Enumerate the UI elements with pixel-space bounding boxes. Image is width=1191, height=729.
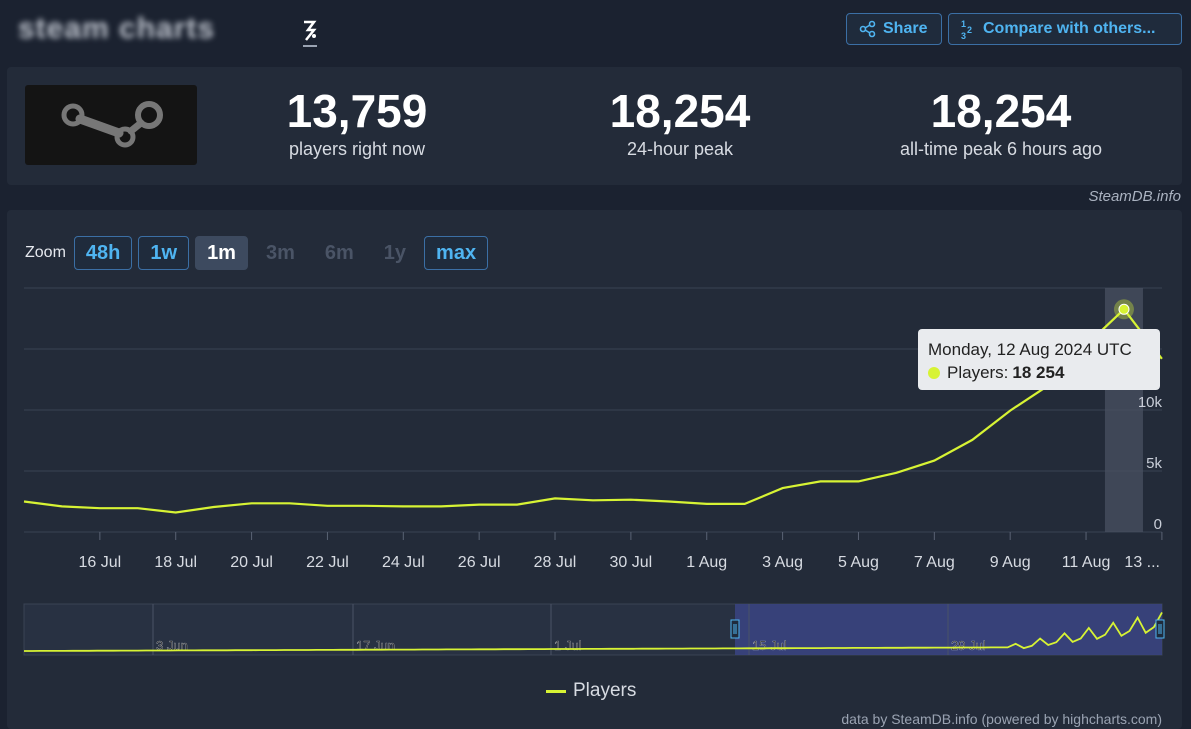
all-time-peak-label: all-time peak 6 hours ago [899,139,1103,159]
tooltip-series-label: Players: [947,363,1009,382]
all-time-peak-value: 18,254 [930,85,1072,137]
zoom-button-48h[interactable]: 48h [73,236,133,270]
tooltip-series-dot [928,367,940,379]
tooltip-value: 18 254 [1012,363,1065,382]
brand-mark-icon [303,20,317,47]
chart-panel: Zoom 48h 1w 1m 3m 6m 1y max [7,210,1182,729]
tooltip-date: Monday, 12 Aug 2024 UTC [928,340,1132,359]
top-bar: steam charts Share 1 2 3 Compare with ot… [0,0,1191,62]
legend-label: Players [573,680,637,701]
site-logo[interactable]: steam charts [18,12,216,45]
svg-text:3: 3 [961,31,966,40]
zoom-button-max[interactable]: max [424,236,489,270]
peak-24h-label: 24-hour peak [626,139,734,159]
legend-item-players[interactable]: Players [546,680,636,702]
compare-icon: 1 2 3 [961,19,972,40]
compare-label: Compare with others... [983,20,1156,37]
app-logo [25,85,197,165]
all-time-peak-stat: 18,254 all-time peak 6 hours ago [851,85,1151,160]
zoom-controls: Zoom 48h 1w 1m 3m 6m 1y max [25,235,494,271]
zoom-label: Zoom [25,244,66,261]
current-players-value: 13,759 [286,85,428,137]
svg-text:2: 2 [967,25,972,35]
chart-footer-credit[interactable]: data by SteamDB.info (powered by highcha… [841,711,1162,727]
chart-tooltip: Monday, 12 Aug 2024 UTC Players: 18 254 [918,329,1160,390]
share-label: Share [883,20,928,37]
zoom-button-1w[interactable]: 1w [138,236,190,270]
current-players-label: players right now [288,139,426,159]
steamdb-credit[interactable]: SteamDB.info [1088,188,1181,205]
share-icon [859,20,876,38]
share-button[interactable]: Share [846,13,942,45]
zoom-button-1y: 1y [383,241,407,264]
peak-24h-value: 18,254 [609,85,751,137]
svg-text:1: 1 [961,19,966,29]
zoom-button-group: 48h 1w 1m 3m 6m 1y max [73,236,494,270]
compare-button[interactable]: 1 2 3 Compare with others... [948,13,1182,45]
current-players-stat: 13,759 players right now [207,85,507,160]
steam-logo-icon [61,101,163,148]
peak-24h-stat: 18,254 24-hour peak [530,85,830,160]
zoom-button-1m[interactable]: 1m [195,236,248,270]
zoom-button-3m: 3m [265,241,295,264]
stats-card: 13,759 players right now 18,254 24-hour … [7,67,1182,185]
zoom-button-6m: 6m [324,241,354,264]
legend-swatch [546,689,566,693]
